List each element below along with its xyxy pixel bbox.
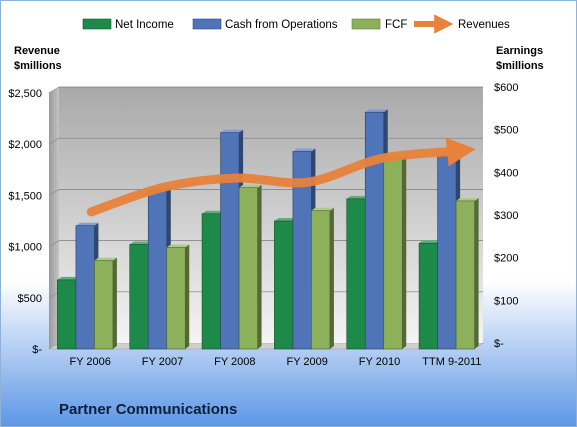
bar-top-net-income xyxy=(129,241,153,245)
bar-top-cash-from-operations xyxy=(220,129,244,133)
bar-top-cash-from-operations xyxy=(365,109,388,113)
bar-top-cash-from-operations xyxy=(75,222,99,226)
right-tick-label: $100 xyxy=(494,295,518,307)
bar-top-cash-from-operations xyxy=(292,148,316,152)
revenue-line-group xyxy=(86,137,476,217)
right-tick-label: $600 xyxy=(494,82,518,94)
bars xyxy=(57,109,479,350)
left-tick-label: $- xyxy=(32,344,42,356)
legend: Net Income Cash from Operations FCF Reve… xyxy=(82,14,510,34)
bar-side-fcf xyxy=(112,257,117,349)
bar-fcf xyxy=(94,260,114,350)
gridline-side xyxy=(48,137,60,145)
bar-net-income xyxy=(57,279,77,350)
bar-cash-from-operations xyxy=(437,155,457,350)
bar-top-net-income xyxy=(346,195,370,199)
legend-label-net-income: Net Income xyxy=(115,19,174,31)
category-label: FY 2006 xyxy=(69,356,110,368)
bar-top-net-income xyxy=(419,240,442,244)
bar-fcf xyxy=(455,200,475,350)
bar-top-fcf xyxy=(94,257,117,261)
left-axis-title-line2: $millions xyxy=(14,60,62,72)
bar-fcf xyxy=(238,187,258,350)
left-tick-label: $1,500 xyxy=(8,190,42,202)
gridline-side xyxy=(48,86,60,94)
bar-top-net-income xyxy=(274,218,297,221)
bar-net-income xyxy=(274,220,294,350)
bar-cash-from-operations xyxy=(364,111,385,350)
legend-label-cash-from-operations: Cash from Operations xyxy=(225,19,338,31)
bar-side-fcf xyxy=(474,197,479,349)
bar-top-fcf xyxy=(311,207,334,211)
bar-side-fcf xyxy=(402,155,407,349)
bar-net-income xyxy=(346,198,366,350)
bar-side-fcf xyxy=(185,244,190,349)
legend-label-fcf: FCF xyxy=(385,19,407,31)
bar-top-net-income xyxy=(57,276,80,280)
left-tick-label: $1,000 xyxy=(8,242,42,254)
category-label: TTM 9-2011 xyxy=(422,356,481,368)
right-tick-label: $500 xyxy=(494,125,518,137)
bar-cash-from-operations xyxy=(75,225,95,350)
right-tick-label: $- xyxy=(494,338,504,350)
plot-side-wall xyxy=(49,87,59,349)
bar-fcf xyxy=(166,247,186,350)
category-label: FY 2008 xyxy=(214,356,255,368)
right-tick-label: $200 xyxy=(494,253,518,265)
right-tick-label: $300 xyxy=(494,210,518,222)
right-tick-label: $400 xyxy=(494,167,518,179)
bar-fcf xyxy=(383,157,403,350)
bar-fcf xyxy=(311,210,331,350)
category-label: FY 2009 xyxy=(286,356,327,368)
right-axis-title-line2: $millions xyxy=(496,60,544,72)
chart-title: Partner Communications xyxy=(59,401,237,418)
bar-side-fcf xyxy=(257,184,262,349)
category-label: FY 2010 xyxy=(359,356,400,368)
bar-cash-from-operations xyxy=(220,132,240,350)
bar-top-fcf xyxy=(166,244,190,248)
bar-net-income xyxy=(201,213,221,350)
bar-top-fcf xyxy=(456,197,479,201)
bar-top-fcf xyxy=(239,184,262,188)
left-tick-label: $2,000 xyxy=(8,139,42,151)
left-tick-label: $500 xyxy=(18,293,42,305)
bar-net-income xyxy=(418,242,438,350)
legend-swatch-net-income xyxy=(82,18,112,30)
left-tick-label: $2,500 xyxy=(8,88,42,100)
bar-net-income xyxy=(129,244,149,350)
bar-top-net-income xyxy=(202,210,225,214)
legend-swatch-cash-from-operations xyxy=(192,18,222,30)
bar-side-fcf xyxy=(329,207,334,349)
left-axis-title-line1: Revenue xyxy=(14,45,60,57)
bar-cash-from-operations xyxy=(147,189,168,350)
revenue-line xyxy=(86,137,476,217)
gridline-side xyxy=(48,240,60,247)
right-axis-title-line1: Earnings xyxy=(496,45,543,57)
legend-label-revenues: Revenues xyxy=(458,19,510,31)
category-labels: FY 2006 FY 2007 FY 2008 FY 2009 FY 2010 TTM 9… xyxy=(69,356,481,368)
gridline-side xyxy=(48,189,60,196)
left-axis-ticks: $- $500 $1,000 $1,500 $2,000 $2,500 xyxy=(8,88,42,356)
category-label: FY 2007 xyxy=(142,356,183,368)
right-axis-ticks: $- $100 $200 $300 $400 $500 $600 xyxy=(494,82,518,350)
legend-swatch-fcf xyxy=(351,18,381,30)
